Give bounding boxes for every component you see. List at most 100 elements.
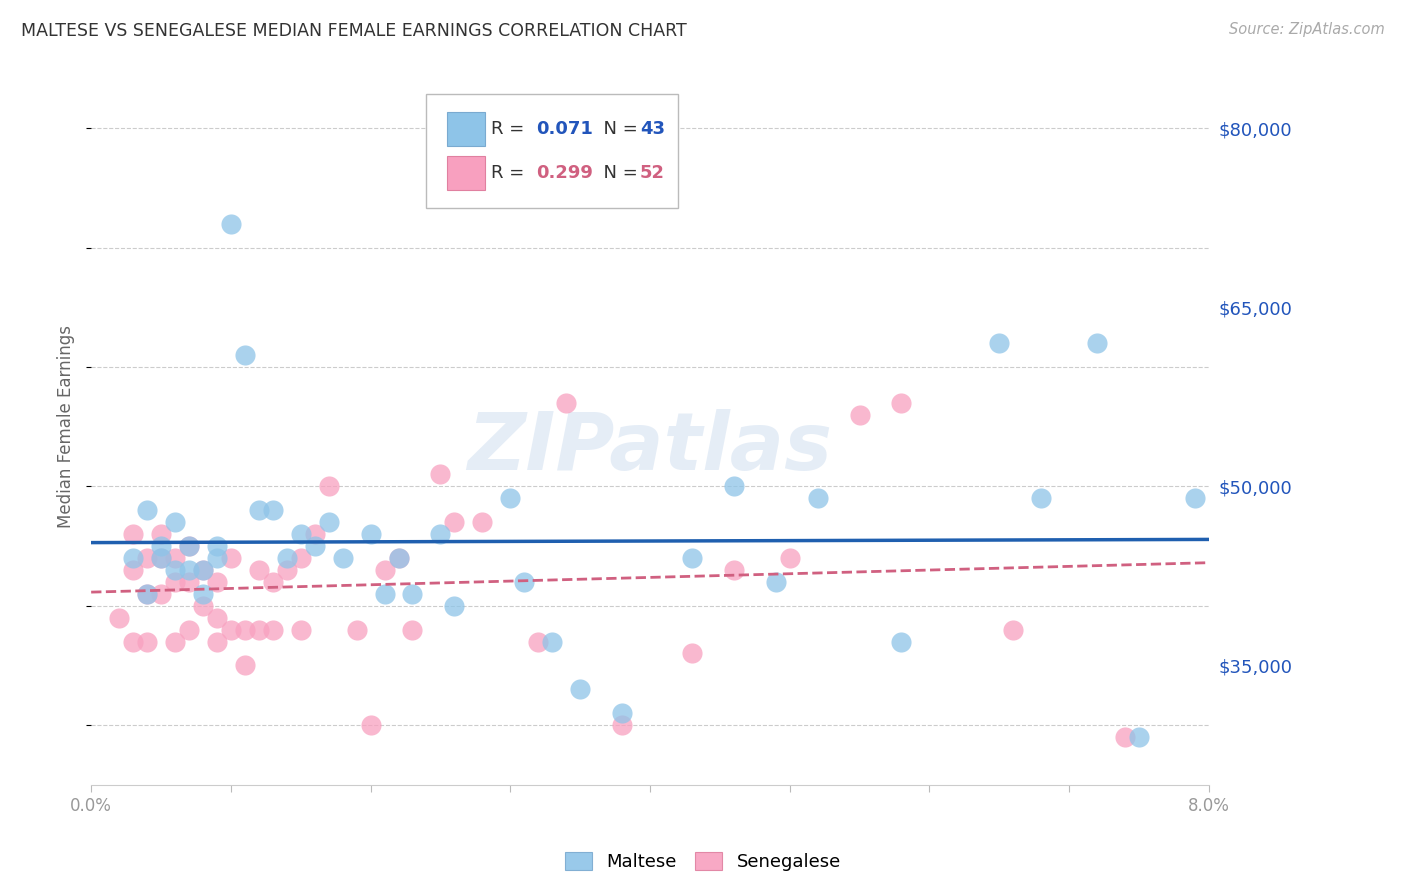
Point: [136, 587, 159, 601]
Point: [290, 527, 312, 541]
Point: [374, 587, 396, 601]
Point: [247, 623, 270, 637]
Point: [150, 587, 173, 601]
Point: [191, 587, 214, 601]
Point: [610, 706, 633, 720]
Point: [233, 658, 256, 673]
Point: [401, 587, 423, 601]
Point: [610, 718, 633, 732]
Point: [191, 563, 214, 577]
Point: [219, 551, 242, 566]
Point: [177, 539, 200, 553]
Point: [765, 574, 787, 589]
Text: Source: ZipAtlas.com: Source: ZipAtlas.com: [1229, 22, 1385, 37]
Text: N =: N =: [592, 120, 644, 138]
Point: [779, 551, 801, 566]
Text: 0.299: 0.299: [536, 164, 593, 182]
Point: [150, 551, 173, 566]
Point: [848, 408, 870, 422]
Point: [247, 503, 270, 517]
Point: [177, 574, 200, 589]
Point: [122, 527, 145, 541]
Point: [443, 515, 465, 529]
FancyBboxPatch shape: [426, 94, 678, 208]
Point: [276, 563, 298, 577]
Point: [191, 599, 214, 613]
Point: [471, 515, 494, 529]
Point: [177, 563, 200, 577]
Point: [177, 623, 200, 637]
Point: [513, 574, 536, 589]
Point: [1085, 336, 1108, 351]
Point: [136, 551, 159, 566]
Point: [205, 574, 228, 589]
Point: [262, 503, 284, 517]
Point: [527, 634, 550, 648]
Point: [163, 574, 186, 589]
Point: [1031, 491, 1053, 506]
Point: [150, 527, 173, 541]
Point: [1002, 623, 1025, 637]
Point: [205, 539, 228, 553]
Point: [233, 623, 256, 637]
Point: [247, 563, 270, 577]
Point: [276, 551, 298, 566]
Point: [1114, 730, 1136, 744]
Y-axis label: Median Female Earnings: Median Female Earnings: [58, 326, 75, 528]
Point: [318, 515, 340, 529]
Point: [136, 587, 159, 601]
Point: [387, 551, 409, 566]
Point: [122, 634, 145, 648]
Text: MALTESE VS SENEGALESE MEDIAN FEMALE EARNINGS CORRELATION CHART: MALTESE VS SENEGALESE MEDIAN FEMALE EARN…: [21, 22, 688, 40]
Point: [374, 563, 396, 577]
Point: [219, 623, 242, 637]
Text: ZIPatlas: ZIPatlas: [468, 409, 832, 487]
Point: [988, 336, 1011, 351]
FancyBboxPatch shape: [447, 112, 485, 146]
Point: [304, 539, 326, 553]
Text: 52: 52: [640, 164, 665, 182]
Point: [163, 515, 186, 529]
Point: [429, 527, 451, 541]
Point: [177, 539, 200, 553]
Point: [122, 551, 145, 566]
Point: [191, 563, 214, 577]
Point: [219, 217, 242, 231]
Legend: Maltese, Senegalese: Maltese, Senegalese: [558, 845, 848, 879]
Point: [723, 479, 745, 493]
Point: [401, 623, 423, 637]
Point: [262, 623, 284, 637]
Point: [1128, 730, 1150, 744]
Point: [332, 551, 354, 566]
Point: [136, 634, 159, 648]
Point: [569, 682, 592, 697]
Point: [318, 479, 340, 493]
Point: [890, 396, 912, 410]
Point: [1184, 491, 1206, 506]
Point: [555, 396, 578, 410]
Point: [108, 610, 131, 624]
Point: [541, 634, 564, 648]
Point: [290, 623, 312, 637]
Point: [360, 527, 382, 541]
Point: [136, 503, 159, 517]
Point: [290, 551, 312, 566]
Point: [429, 467, 451, 482]
Point: [205, 634, 228, 648]
Point: [387, 551, 409, 566]
Point: [304, 527, 326, 541]
Point: [262, 574, 284, 589]
Point: [443, 599, 465, 613]
Point: [122, 563, 145, 577]
FancyBboxPatch shape: [447, 156, 485, 190]
Text: R =: R =: [491, 120, 530, 138]
Point: [163, 551, 186, 566]
Point: [150, 539, 173, 553]
Point: [681, 647, 703, 661]
Point: [360, 718, 382, 732]
Point: [163, 563, 186, 577]
Point: [150, 551, 173, 566]
Point: [807, 491, 830, 506]
Point: [681, 551, 703, 566]
Point: [346, 623, 368, 637]
